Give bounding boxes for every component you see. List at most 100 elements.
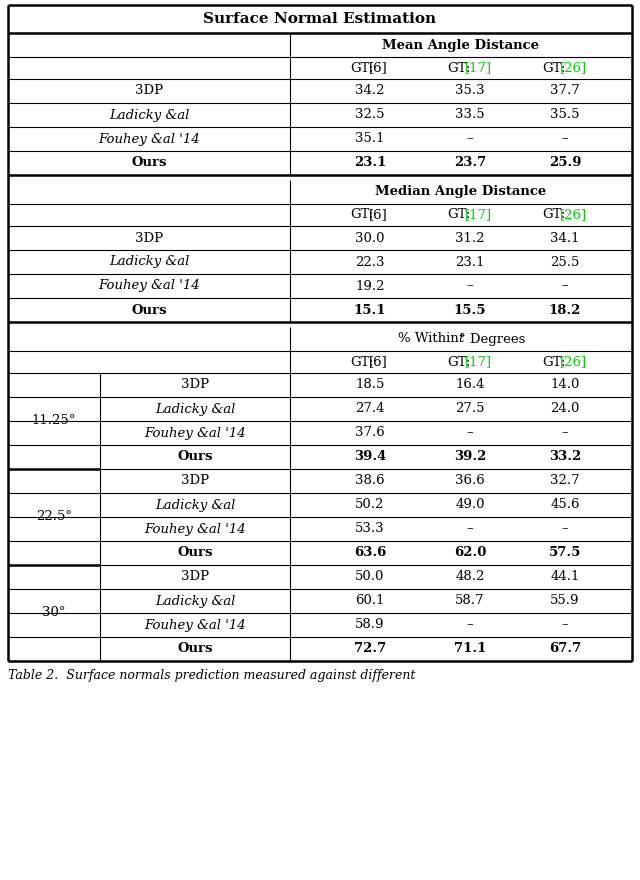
Text: Fouhey &al '14: Fouhey &al '14 — [144, 619, 246, 632]
Text: 62.0: 62.0 — [454, 546, 486, 560]
Text: 37.7: 37.7 — [550, 84, 580, 98]
Text: 15.5: 15.5 — [454, 304, 486, 317]
Text: Fouhey &al '14: Fouhey &al '14 — [98, 280, 200, 292]
Text: 32.5: 32.5 — [355, 108, 385, 121]
Text: [17]: [17] — [465, 209, 492, 222]
Text: 30°: 30° — [42, 606, 66, 620]
Text: 53.3: 53.3 — [355, 523, 385, 536]
Text: GT:: GT: — [350, 209, 373, 222]
Text: 3DP: 3DP — [181, 474, 209, 488]
Text: Table 2.  Surface normals prediction measured against different: Table 2. Surface normals prediction meas… — [8, 669, 415, 681]
Text: 35.3: 35.3 — [455, 84, 485, 98]
Text: Ladicky &al: Ladicky &al — [155, 402, 235, 415]
Text: Ladicky &al: Ladicky &al — [155, 498, 235, 511]
Text: 32.7: 32.7 — [550, 474, 580, 488]
Text: 72.7: 72.7 — [354, 642, 386, 656]
Text: GT:: GT: — [350, 356, 373, 369]
Text: –: – — [562, 133, 568, 145]
Text: Fouhey &al '14: Fouhey &al '14 — [144, 427, 246, 439]
Text: GT:: GT: — [447, 62, 470, 75]
Text: –: – — [467, 523, 474, 536]
Text: [26]: [26] — [560, 356, 587, 369]
Text: –: – — [467, 280, 474, 292]
Text: 16.4: 16.4 — [455, 378, 484, 392]
Text: [26]: [26] — [560, 209, 587, 222]
Text: 24.0: 24.0 — [550, 402, 580, 415]
Text: Ladicky &al: Ladicky &al — [109, 108, 189, 121]
Text: 38.6: 38.6 — [355, 474, 385, 488]
Text: 35.1: 35.1 — [355, 133, 385, 145]
Text: 25.9: 25.9 — [548, 157, 581, 170]
Text: Surface Normal Estimation: Surface Normal Estimation — [204, 12, 436, 26]
Text: 50.0: 50.0 — [355, 570, 385, 583]
Text: 57.5: 57.5 — [549, 546, 581, 560]
Text: 36.6: 36.6 — [455, 474, 485, 488]
Text: 25.5: 25.5 — [550, 255, 580, 268]
Text: 35.5: 35.5 — [550, 108, 580, 121]
Text: 33.2: 33.2 — [549, 451, 581, 464]
Text: 58.9: 58.9 — [355, 619, 385, 632]
Text: GT:: GT: — [350, 62, 373, 75]
Text: Fouhey &al '14: Fouhey &al '14 — [144, 523, 246, 536]
Text: 19.2: 19.2 — [355, 280, 385, 292]
Text: 45.6: 45.6 — [550, 498, 580, 511]
Text: –: – — [562, 523, 568, 536]
Text: 67.7: 67.7 — [549, 642, 581, 656]
Text: 14.0: 14.0 — [550, 378, 580, 392]
Text: Ours: Ours — [177, 546, 212, 560]
Text: GT:: GT: — [447, 356, 470, 369]
Text: –: – — [562, 619, 568, 632]
Text: 31.2: 31.2 — [455, 231, 484, 245]
Text: 18.5: 18.5 — [355, 378, 385, 392]
Text: 3DP: 3DP — [181, 378, 209, 392]
Text: [17]: [17] — [465, 356, 492, 369]
Text: 27.4: 27.4 — [355, 402, 385, 415]
Text: 11.25°: 11.25° — [32, 414, 76, 428]
Text: Ours: Ours — [177, 451, 212, 464]
Text: Ours: Ours — [131, 304, 167, 317]
Text: 49.0: 49.0 — [455, 498, 484, 511]
Text: 18.2: 18.2 — [549, 304, 581, 317]
Text: 58.7: 58.7 — [455, 595, 484, 607]
Text: [6]: [6] — [369, 62, 388, 75]
Text: 3DP: 3DP — [135, 231, 163, 245]
Text: % Within: % Within — [397, 333, 463, 346]
Text: 60.1: 60.1 — [355, 595, 385, 607]
Text: 39.4: 39.4 — [354, 451, 386, 464]
Text: –: – — [467, 619, 474, 632]
Text: –: – — [562, 427, 568, 439]
Text: 34.2: 34.2 — [355, 84, 385, 98]
Text: 23.7: 23.7 — [454, 157, 486, 170]
Text: 23.1: 23.1 — [455, 255, 484, 268]
Text: 30.0: 30.0 — [355, 231, 385, 245]
Text: [6]: [6] — [369, 356, 388, 369]
Text: 3DP: 3DP — [135, 84, 163, 98]
Text: Ours: Ours — [177, 642, 212, 656]
Text: –: – — [467, 427, 474, 439]
Text: [6]: [6] — [369, 209, 388, 222]
Text: 23.1: 23.1 — [354, 157, 386, 170]
Text: Ours: Ours — [131, 157, 167, 170]
Text: 3DP: 3DP — [181, 570, 209, 583]
Text: 63.6: 63.6 — [354, 546, 386, 560]
Text: GT:: GT: — [542, 209, 566, 222]
Text: Median Angle Distance: Median Angle Distance — [376, 186, 547, 199]
Text: t: t — [458, 333, 464, 346]
Text: 27.5: 27.5 — [455, 402, 484, 415]
Text: Mean Angle Distance: Mean Angle Distance — [383, 39, 540, 52]
Text: –: – — [562, 280, 568, 292]
Text: Fouhey &al '14: Fouhey &al '14 — [98, 133, 200, 145]
Text: 39.2: 39.2 — [454, 451, 486, 464]
Text: [26]: [26] — [560, 62, 587, 75]
Text: 22.3: 22.3 — [355, 255, 385, 268]
Text: 34.1: 34.1 — [550, 231, 580, 245]
Text: ° Degrees: ° Degrees — [459, 333, 525, 346]
Text: 33.5: 33.5 — [455, 108, 485, 121]
Text: 55.9: 55.9 — [550, 595, 580, 607]
Text: 48.2: 48.2 — [455, 570, 484, 583]
Text: 44.1: 44.1 — [550, 570, 580, 583]
Text: 50.2: 50.2 — [355, 498, 385, 511]
Text: 15.1: 15.1 — [354, 304, 387, 317]
Text: Ladicky &al: Ladicky &al — [109, 255, 189, 268]
Text: Ladicky &al: Ladicky &al — [155, 595, 235, 607]
